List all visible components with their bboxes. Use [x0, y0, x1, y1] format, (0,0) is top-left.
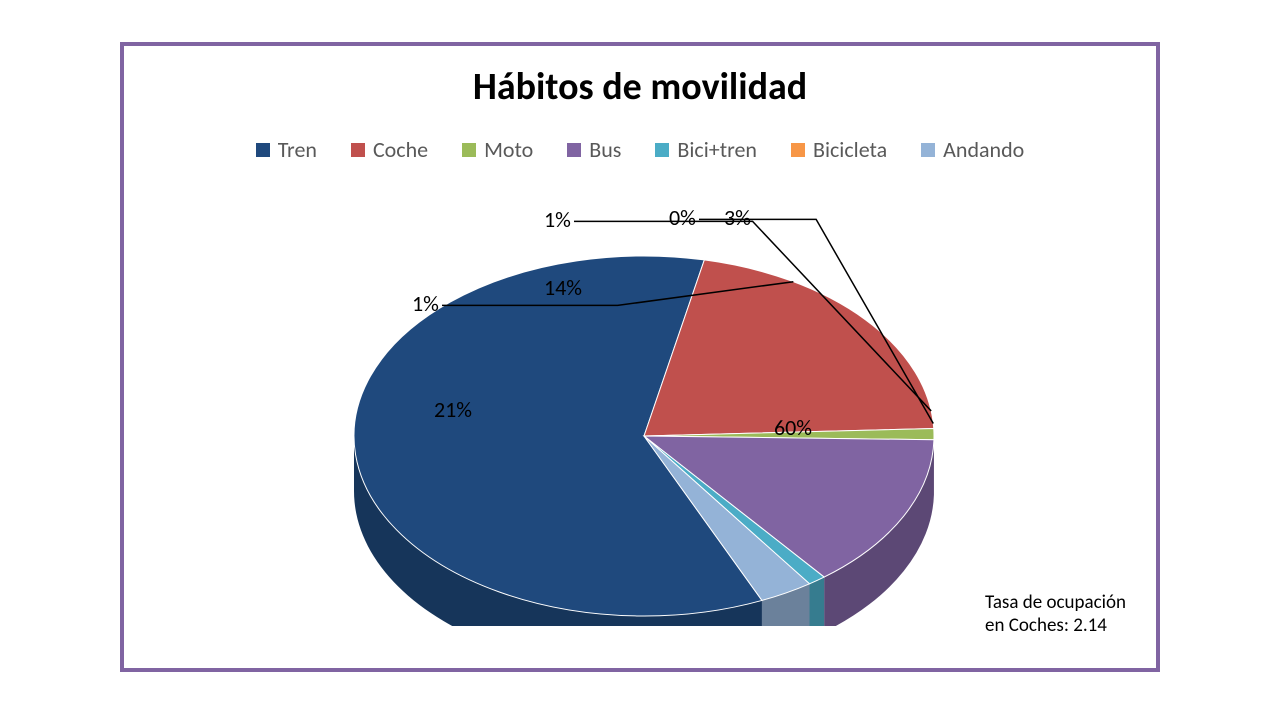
pie-chart-svg	[124, 186, 1164, 626]
legend-label: Bici+tren	[677, 136, 757, 163]
legend-label: Bus	[589, 136, 621, 163]
pie-slice-label: 3%	[724, 204, 751, 231]
legend-item: Bicicleta	[791, 136, 887, 163]
pie-slice-label: 1%	[544, 206, 571, 233]
legend-label: Coche	[373, 136, 428, 163]
legend-item: Bus	[567, 136, 621, 163]
pie-slice-label: 14%	[544, 274, 582, 301]
footnote-line2: en Coches: 2.14	[985, 614, 1126, 638]
legend-swatch	[567, 143, 581, 157]
legend-label: Tren	[278, 136, 317, 163]
legend-swatch	[351, 143, 365, 157]
legend-item: Coche	[351, 136, 428, 163]
legend-swatch	[791, 143, 805, 157]
pie-slice-label: 21%	[434, 396, 472, 423]
pie-chart-area: 60% 21% 1% 14% 1% 0% 3%	[124, 186, 1164, 626]
legend-swatch	[655, 143, 669, 157]
legend-swatch	[256, 143, 270, 157]
legend-swatch	[462, 143, 476, 157]
chart-footnote: Tasa de ocupación en Coches: 2.14	[985, 591, 1126, 639]
pie-slice-label: 1%	[412, 290, 439, 317]
footnote-line1: Tasa de ocupación	[985, 591, 1126, 615]
pie-slice-label: 60%	[774, 414, 812, 441]
legend-item: Moto	[462, 136, 533, 163]
legend-label: Moto	[484, 136, 533, 163]
legend-item: Andando	[921, 136, 1024, 163]
legend-swatch	[921, 143, 935, 157]
legend-item: Tren	[256, 136, 317, 163]
chart-frame: Hábitos de movilidad Tren Coche Moto Bus Bic…	[120, 42, 1160, 672]
legend-label: Andando	[943, 136, 1024, 163]
legend-item: Bici+tren	[655, 136, 757, 163]
chart-legend: Tren Coche Moto Bus Bici+tren Bicicleta Andand…	[124, 136, 1156, 163]
chart-title: Hábitos de movilidad	[124, 64, 1156, 110]
pie-slice-label: 0%	[669, 204, 696, 231]
legend-label: Bicicleta	[813, 136, 887, 163]
